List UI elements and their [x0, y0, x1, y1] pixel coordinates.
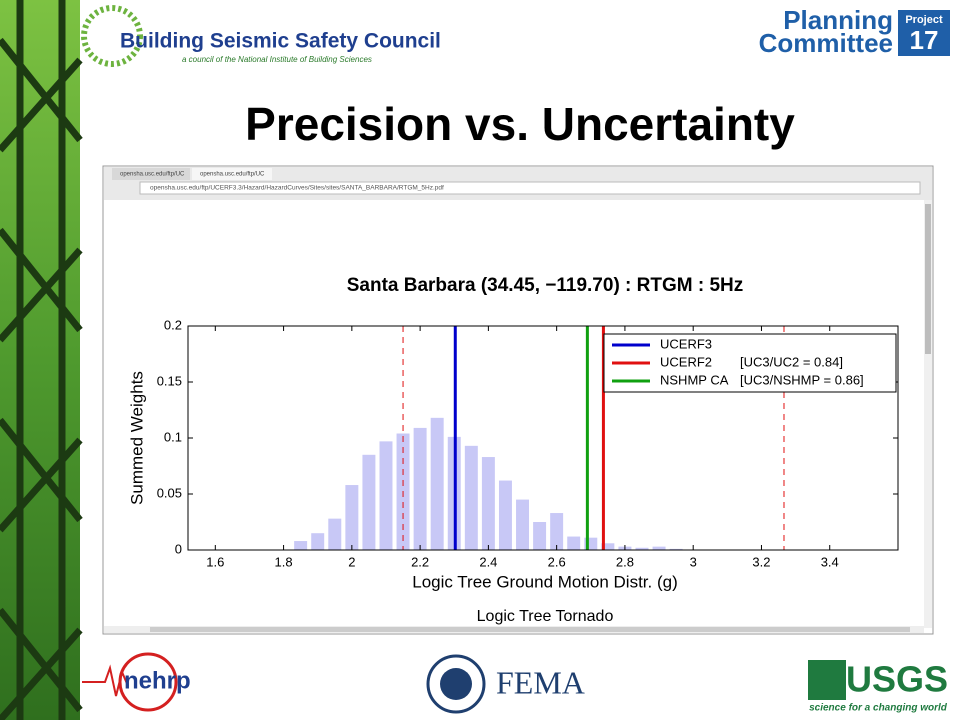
dhs-seal-center	[440, 668, 472, 700]
bssc-emblem	[81, 5, 143, 67]
bar	[567, 536, 581, 550]
bar	[464, 445, 478, 550]
nehrp-logo: nehrp	[82, 652, 191, 712]
usgs-text: USGS	[846, 659, 948, 700]
usgs-tagline: science for a changing world	[809, 703, 948, 714]
browser-window	[102, 165, 934, 635]
h-scroll-thumb[interactable]	[150, 627, 910, 632]
bar	[430, 417, 444, 550]
committee-line2: Committee	[759, 28, 893, 58]
org-name: Building Seismic Safety Council	[120, 30, 441, 53]
x-tick-label: 2	[348, 554, 355, 569]
tab-title: opensha.usc.edu/ftp/UC	[120, 172, 185, 178]
bar	[601, 543, 615, 550]
slide-title: Precision vs. Uncertainty	[245, 98, 795, 150]
x-axis-label: Logic Tree Ground Motion Distr. (g)	[412, 572, 678, 591]
scroll-thumb[interactable]	[925, 204, 931, 354]
bar	[635, 547, 649, 550]
x-tick-label: 1.6	[206, 554, 224, 569]
browser-tab	[112, 168, 190, 180]
bar	[362, 454, 376, 550]
y-axis-label: Summed Weights	[127, 371, 146, 505]
tab-title: opensha.usc.edu/ftp/UC	[200, 172, 265, 178]
fema-logo: FEMA	[426, 654, 585, 714]
x-tick-label: 3	[690, 554, 697, 569]
usgs-mark	[808, 660, 846, 700]
bar	[498, 480, 512, 550]
footer-text: Logic Tree Tornado	[477, 608, 614, 625]
scrollbar[interactable]	[924, 200, 932, 628]
legend-label: UCERF2	[660, 354, 712, 369]
x-tick-label: 3.4	[821, 554, 839, 569]
nehrp-text: nehrp	[124, 667, 191, 694]
y-tick-label: 0.2	[164, 317, 182, 332]
y-tick-label: 0	[175, 541, 182, 556]
usgs-logo: USGS science for a changing world	[808, 659, 948, 714]
legend-label: UCERF3	[660, 336, 712, 351]
org-tagline: a council of the National Institute of B…	[182, 55, 372, 64]
planning-logo: Planning Committee Project 17	[759, 5, 950, 58]
chart: Santa Barbara (34.45, −119.70) : RTGM : …	[127, 275, 899, 591]
x-tick-label: 2.6	[548, 554, 566, 569]
legend-note: [UC3/NSHMP = 0.86]	[740, 372, 864, 387]
bar	[379, 441, 393, 550]
bar	[669, 548, 683, 550]
bssc-logo: Building Seismic Safety Council a counci…	[81, 5, 441, 67]
bar	[311, 533, 325, 550]
x-tick-label: 2.4	[479, 554, 497, 569]
bar	[516, 499, 530, 550]
bar	[413, 427, 427, 550]
x-tick-label: 3.2	[752, 554, 770, 569]
bar	[652, 546, 666, 550]
bar	[533, 522, 547, 550]
url: opensha.usc.edu/ftp/UCERF3.3/Hazard/Haza…	[150, 185, 444, 192]
y-tick-label: 0.05	[157, 485, 182, 500]
x-tick-label: 1.8	[275, 554, 293, 569]
chart-title: Santa Barbara (34.45, −119.70) : RTGM : …	[347, 275, 744, 296]
project-box	[898, 10, 950, 56]
bar	[328, 518, 342, 550]
y-tick-label: 0.1	[164, 429, 182, 444]
legend-label: NSHMP CA	[660, 372, 729, 387]
legend-note: [UC3/UC2 = 0.84]	[740, 354, 843, 369]
lattice	[0, 0, 83, 720]
y-tick-label: 0.15	[157, 373, 182, 388]
bar	[294, 541, 308, 550]
project-number: 17	[910, 25, 939, 55]
fema-text: FEMA	[496, 664, 585, 700]
address-bar[interactable]	[139, 181, 921, 195]
x-tick-label: 2.8	[616, 554, 634, 569]
browser-tab-active	[192, 168, 272, 180]
committee-line1: Planning	[783, 5, 893, 35]
bar	[481, 457, 495, 550]
x-tick-label: 2.2	[411, 554, 429, 569]
seismo-line	[82, 664, 129, 697]
legend-box	[603, 333, 897, 393]
bar	[345, 485, 359, 550]
project-label: Project	[905, 14, 943, 26]
bar	[550, 513, 564, 550]
